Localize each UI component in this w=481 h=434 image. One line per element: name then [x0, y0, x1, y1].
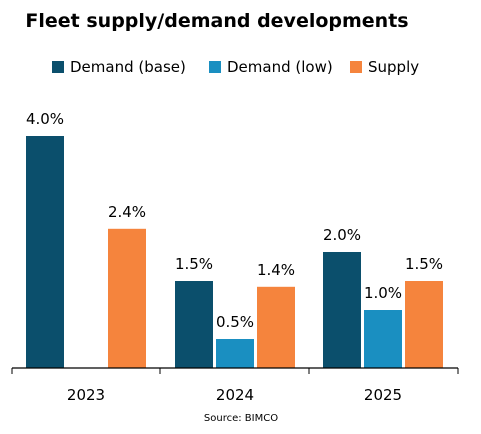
data-label-demand-low-2024: 0.5% [216, 313, 254, 331]
bar-supply-2024 [257, 286, 295, 368]
bar-demand-base-2025 [323, 252, 361, 368]
chart-title: Fleet supply/demand developments [25, 10, 408, 32]
bar-supply-2023 [108, 228, 146, 368]
data-label-supply-2025: 1.5% [405, 255, 443, 273]
data-label-demand-base-2025: 2.0% [323, 226, 361, 244]
x-tick-label: 2024 [216, 386, 254, 404]
bar-demand-base-2023 [26, 136, 64, 368]
legend-swatch-demand-base [52, 61, 64, 73]
legend: Demand (base) Demand (low) Supply [52, 58, 419, 76]
x-tick-label: 2023 [67, 386, 105, 404]
data-label-supply-2023: 2.4% [108, 203, 146, 221]
legend-swatch-supply [350, 61, 362, 73]
x-axis: 2023 2024 2025 [11, 367, 459, 404]
value-labels: 4.0% 1.5% 2.0% 0.5% 1.0% 2.4% 1.4% 1.5% [26, 110, 443, 331]
bar-demand-low-2024 [216, 339, 254, 368]
data-label-demand-base-2023: 4.0% [26, 110, 64, 128]
legend-label-demand-base: Demand (base) [70, 58, 186, 76]
bars [26, 136, 443, 368]
bar-demand-low-2025 [364, 310, 402, 368]
source-note: Source: BIMCO [204, 413, 278, 424]
data-label-demand-low-2025: 1.0% [364, 284, 402, 302]
legend-label-demand-low: Demand (low) [227, 58, 333, 76]
legend-swatch-demand-low [209, 61, 221, 73]
bar-demand-base-2024 [175, 281, 213, 368]
bar-supply-2025 [405, 281, 443, 368]
legend-label-supply: Supply [368, 58, 419, 76]
data-label-supply-2024: 1.4% [257, 261, 295, 279]
data-label-demand-base-2024: 1.5% [175, 255, 213, 273]
x-tick-label: 2025 [364, 386, 402, 404]
